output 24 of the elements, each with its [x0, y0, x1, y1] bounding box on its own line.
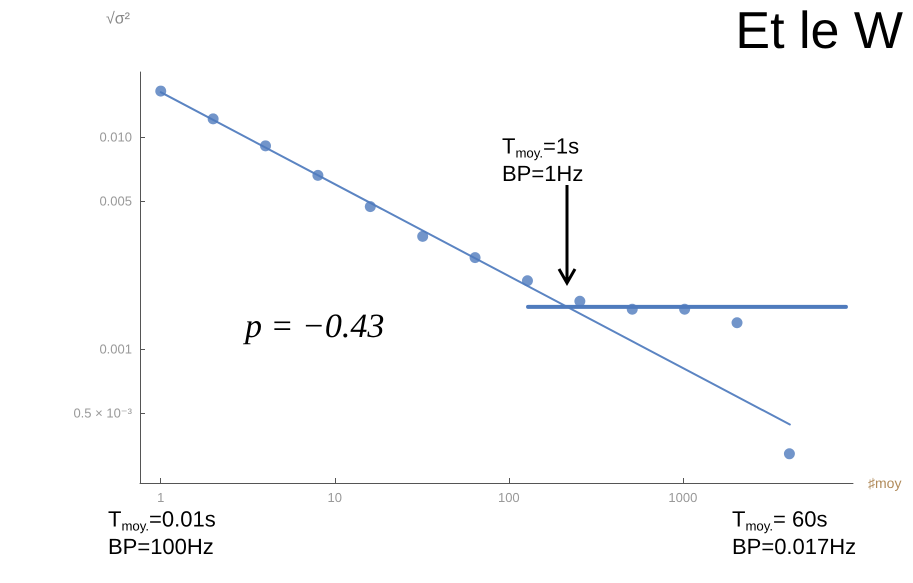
y-tick-label: 0.001: [99, 341, 132, 356]
x-axis-title: ♯moy: [868, 475, 902, 491]
x-tick-label: 100: [498, 490, 520, 505]
y-tick-label: 0.010: [99, 130, 132, 145]
point: [312, 170, 324, 181]
annotation: p = −0.43: [243, 308, 384, 345]
y-axis-title: √σ²: [106, 10, 131, 28]
point: [626, 304, 638, 315]
point: [470, 252, 481, 264]
x-tick-label: 1000: [668, 490, 698, 505]
point: [522, 275, 533, 286]
point: [260, 140, 272, 152]
x-tick-label: 10: [328, 490, 342, 505]
chart-title: Et le W: [735, 2, 903, 60]
point: [364, 201, 376, 212]
point: [417, 230, 428, 242]
point: [732, 317, 743, 328]
y-tick-label: 0.5 × 10⁻³: [73, 405, 133, 420]
point: [679, 304, 690, 315]
y-tick-label: 0.005: [99, 193, 132, 208]
point: [784, 448, 795, 460]
x-tick-label: 1: [157, 490, 164, 505]
point: [155, 86, 166, 97]
point: [208, 113, 219, 124]
